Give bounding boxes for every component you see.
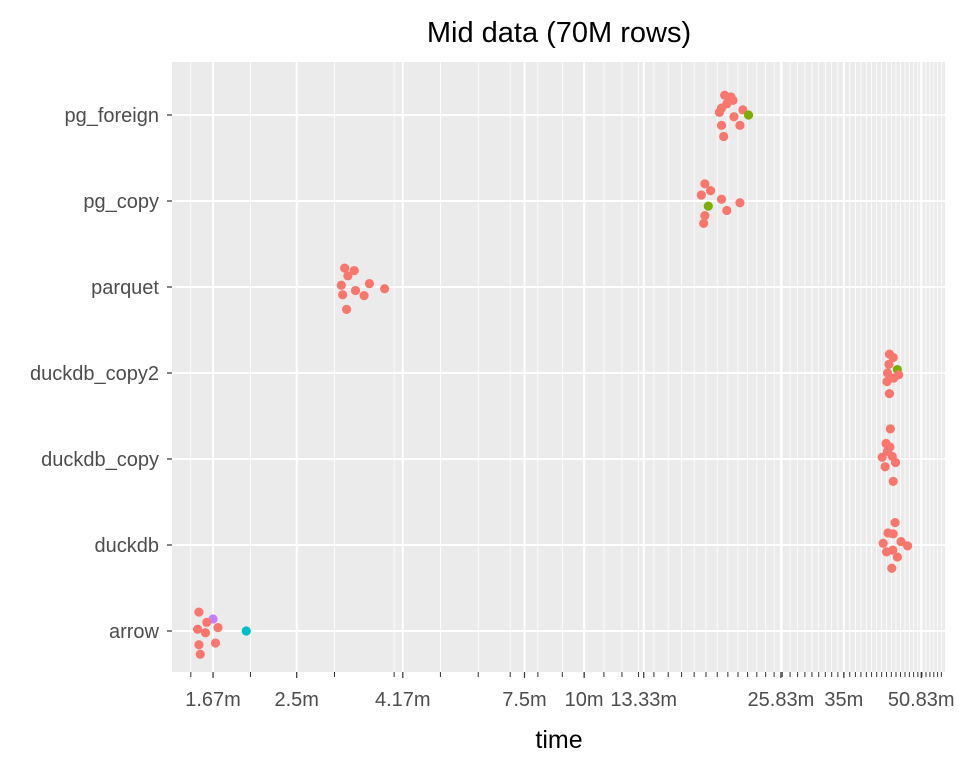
data-point-arrow — [210, 638, 221, 648]
data-point-pg_copy — [722, 205, 732, 216]
data-point-arrow — [213, 622, 223, 633]
minor-grid — [190, 62, 942, 672]
data-point-duckdb_copy2 — [884, 389, 895, 399]
data-point-parquet — [338, 290, 348, 300]
x-tick-label: 35m — [824, 689, 863, 711]
data-point-duckdb_copy — [877, 452, 887, 462]
data-point-duckdb_copy2 — [884, 359, 894, 369]
x-tick-label: 13.33m — [610, 689, 677, 711]
x-tick-label: 1.67m — [185, 689, 241, 711]
x-tick-label: 7.5m — [502, 689, 546, 711]
y-tick-label-duckdb: duckdb — [95, 535, 160, 557]
data-point-duckdb — [903, 541, 913, 551]
data-point-parquet — [364, 278, 375, 289]
data-point-parquet — [340, 263, 350, 273]
data-point-arrow — [241, 626, 251, 636]
y-tick-label-duckdb_copy: duckdb_copy — [41, 449, 159, 471]
major-grid — [172, 62, 945, 672]
data-point-pg_copy — [735, 198, 745, 208]
x-axis: 1.67m 2.5m 4.17m 7.5m 10m 13.33m 25.83m 35m 50.8… — [185, 672, 955, 711]
data-point-parquet — [350, 285, 361, 296]
data-point-arrow — [194, 607, 204, 617]
data-point-duckdb_copy — [890, 457, 901, 468]
data-point-duckdb — [878, 538, 888, 548]
data-point-duckdb_copy2 — [882, 377, 892, 387]
data-point-duckdb — [892, 552, 902, 562]
data-points — [192, 90, 913, 659]
data-point-pg_copy — [703, 201, 713, 211]
data-point-duckdb — [890, 518, 900, 528]
data-point-parquet — [359, 291, 369, 301]
data-point-pg_foreign — [716, 120, 727, 130]
data-point-duckdb — [887, 563, 897, 573]
data-point-duckdb_copy2 — [888, 352, 898, 363]
x-axis-title: time — [535, 726, 582, 754]
data-point-arrow — [202, 617, 212, 628]
data-point-pg_copy — [705, 186, 716, 196]
x-tick-label: 50.83m — [888, 689, 955, 711]
data-point-duckdb — [896, 536, 906, 547]
y-tick-label-pg_copy: pg_copy — [83, 191, 159, 213]
data-point-duckdb_copy — [888, 476, 898, 486]
data-point-parquet — [380, 284, 390, 294]
x-tick-label: 25.83m — [748, 689, 815, 711]
data-point-pg_copy — [716, 194, 727, 204]
y-tick-label-arrow: arrow — [109, 621, 160, 643]
data-point-pg_foreign — [735, 120, 745, 130]
data-point-arrow — [195, 649, 205, 659]
data-point-pg_foreign — [714, 107, 724, 118]
data-point-pg_copy — [696, 190, 706, 200]
y-tick-label-parquet: parquet — [91, 277, 159, 299]
data-point-pg_foreign — [743, 110, 754, 120]
chart-title: Mid data (70M rows) — [427, 17, 691, 49]
plot-panel — [172, 62, 945, 672]
data-point-pg_copy — [699, 218, 709, 228]
data-point-pg_foreign — [719, 131, 729, 142]
data-point-duckdb — [888, 545, 898, 555]
data-point-duckdb_copy — [880, 462, 890, 472]
data-point-parquet — [349, 266, 359, 276]
x-tick-label: 2.5m — [274, 689, 318, 711]
y-tick-label-duckdb_copy2: duckdb_copy2 — [30, 363, 159, 385]
data-point-pg_copy — [700, 211, 710, 221]
data-point-parquet — [336, 280, 346, 290]
data-point-pg_foreign — [729, 112, 739, 122]
x-tick-label: 4.17m — [375, 689, 431, 711]
data-point-parquet — [341, 304, 352, 314]
data-point-duckdb_copy — [885, 424, 895, 434]
data-point-parquet — [343, 271, 353, 281]
y-tick-label-pg_foreign: pg_foreign — [64, 105, 159, 127]
data-point-duckdb_copy2 — [882, 368, 893, 378]
data-point-arrow — [194, 640, 204, 650]
data-point-arrow — [192, 624, 203, 634]
x-tick-label: 10m — [565, 689, 604, 711]
data-point-pg_copy — [700, 179, 710, 189]
data-point-arrow — [200, 628, 211, 638]
data-point-duckdb — [888, 529, 898, 539]
